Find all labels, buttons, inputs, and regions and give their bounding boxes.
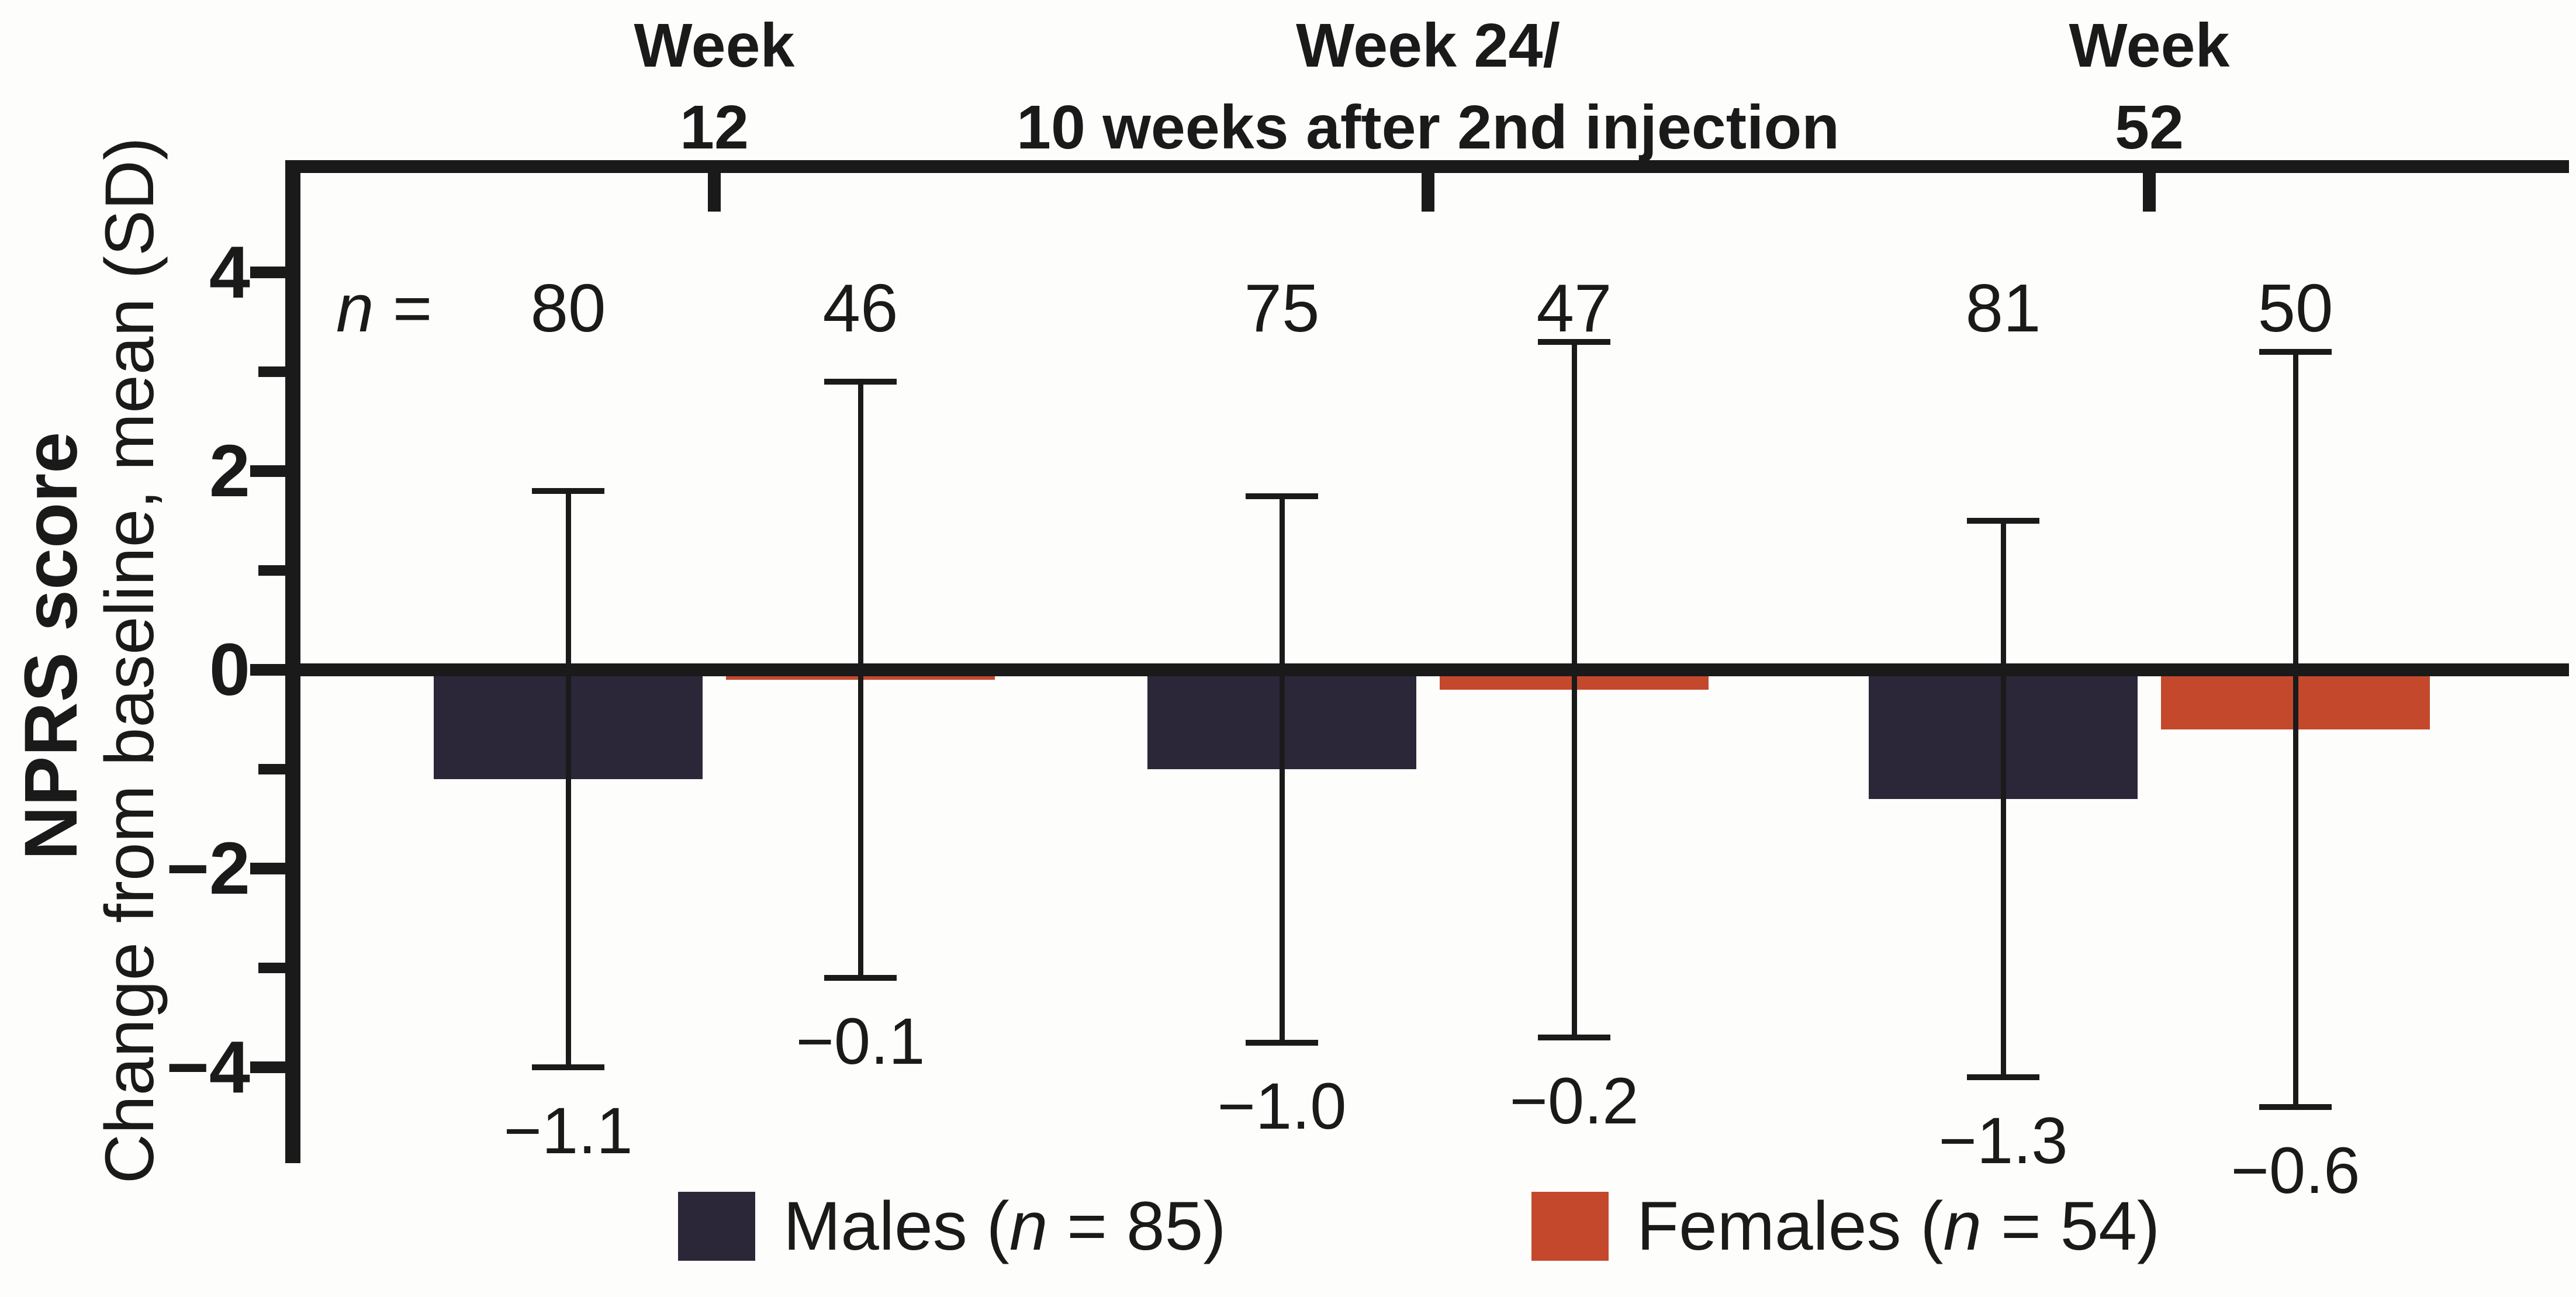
n-equals-prefix: n = (336, 270, 433, 346)
legend-item-females: Females (n = 54) (1531, 1188, 2160, 1265)
section-tick (2143, 173, 2156, 212)
y-tick-label: −4 (166, 1026, 250, 1108)
y-tick-label: 0 (209, 628, 250, 711)
error-bar-cap-bottom (532, 1064, 604, 1070)
section-tick (708, 173, 721, 212)
error-bar-cap-bottom (1246, 1039, 1318, 1046)
y-minor-tick (258, 963, 285, 973)
males-color-swatch (678, 1192, 755, 1261)
y-minor-tick (258, 366, 285, 377)
y-major-tick (250, 1061, 285, 1073)
y-tick-label: −2 (166, 827, 250, 909)
y-axis-spine (285, 160, 300, 1163)
y-minor-tick (258, 764, 285, 774)
group-header-line2: 52 (2115, 93, 2184, 162)
females-color-swatch (1531, 1192, 1609, 1261)
y-major-tick (250, 267, 285, 278)
error-bar-line (1572, 342, 1577, 1037)
y-minor-tick (258, 565, 285, 576)
n-count-label: 80 (530, 270, 606, 346)
n-count-label: 47 (1536, 270, 1612, 346)
error-bar-cap-bottom (824, 975, 897, 981)
error-bar-line (2293, 352, 2298, 1107)
error-bar-line (858, 382, 863, 978)
n-symbol: n (336, 270, 374, 346)
legend-item-males: Males (n = 85) (678, 1188, 1226, 1265)
group-header-line1: Week (634, 11, 795, 80)
error-bar-cap-top (824, 379, 897, 385)
error-bar-cap-top (1538, 339, 1610, 345)
zero-line (285, 663, 2569, 676)
y-major-tick (250, 465, 285, 477)
bar-value-label: −0.2 (1509, 1064, 1639, 1137)
group-header-line1: Week 24/ (1296, 11, 1560, 80)
error-bar-cap-top (2259, 349, 2332, 355)
bar-value-label: −1.3 (1938, 1104, 2068, 1177)
group-header-line2: 12 (680, 93, 749, 162)
group-header-line1: Week (2069, 11, 2230, 80)
bar-value-label: −1.0 (1217, 1069, 1347, 1143)
n-count-label: 50 (2257, 270, 2333, 346)
y-major-tick (250, 664, 285, 676)
error-bar-cap-top (532, 488, 604, 494)
bar-value-label: −0.6 (2231, 1134, 2360, 1207)
y-tick-label: 4 (209, 231, 250, 313)
error-bar-line (2001, 521, 2006, 1077)
legend-label-males: Males (n = 85) (783, 1188, 1226, 1265)
group-header-line2: 10 weeks after 2nd injection (1016, 93, 1839, 162)
equals-sign: = (374, 270, 433, 346)
legend-label-females: Females (n = 54) (1637, 1188, 2160, 1265)
error-bar-line (1280, 496, 1285, 1043)
top-axis-line (285, 160, 2569, 173)
error-bar-cap-bottom (1967, 1074, 2039, 1080)
y-major-tick (250, 863, 285, 874)
n-count-label: 75 (1244, 270, 1320, 346)
n-count-label: 46 (822, 270, 898, 346)
bar-value-label: −0.1 (796, 1005, 925, 1078)
error-bar-cap-bottom (1538, 1035, 1610, 1040)
error-bar-line (566, 491, 571, 1067)
error-bar-cap-top (1246, 493, 1318, 499)
bar-value-label: −1.1 (503, 1094, 633, 1167)
error-bar-cap-bottom (2259, 1104, 2332, 1110)
error-bar-cap-top (1967, 518, 2039, 524)
section-tick (1422, 173, 1434, 212)
n-count-label: 81 (1965, 270, 2041, 346)
y-tick-label: 2 (209, 430, 250, 512)
